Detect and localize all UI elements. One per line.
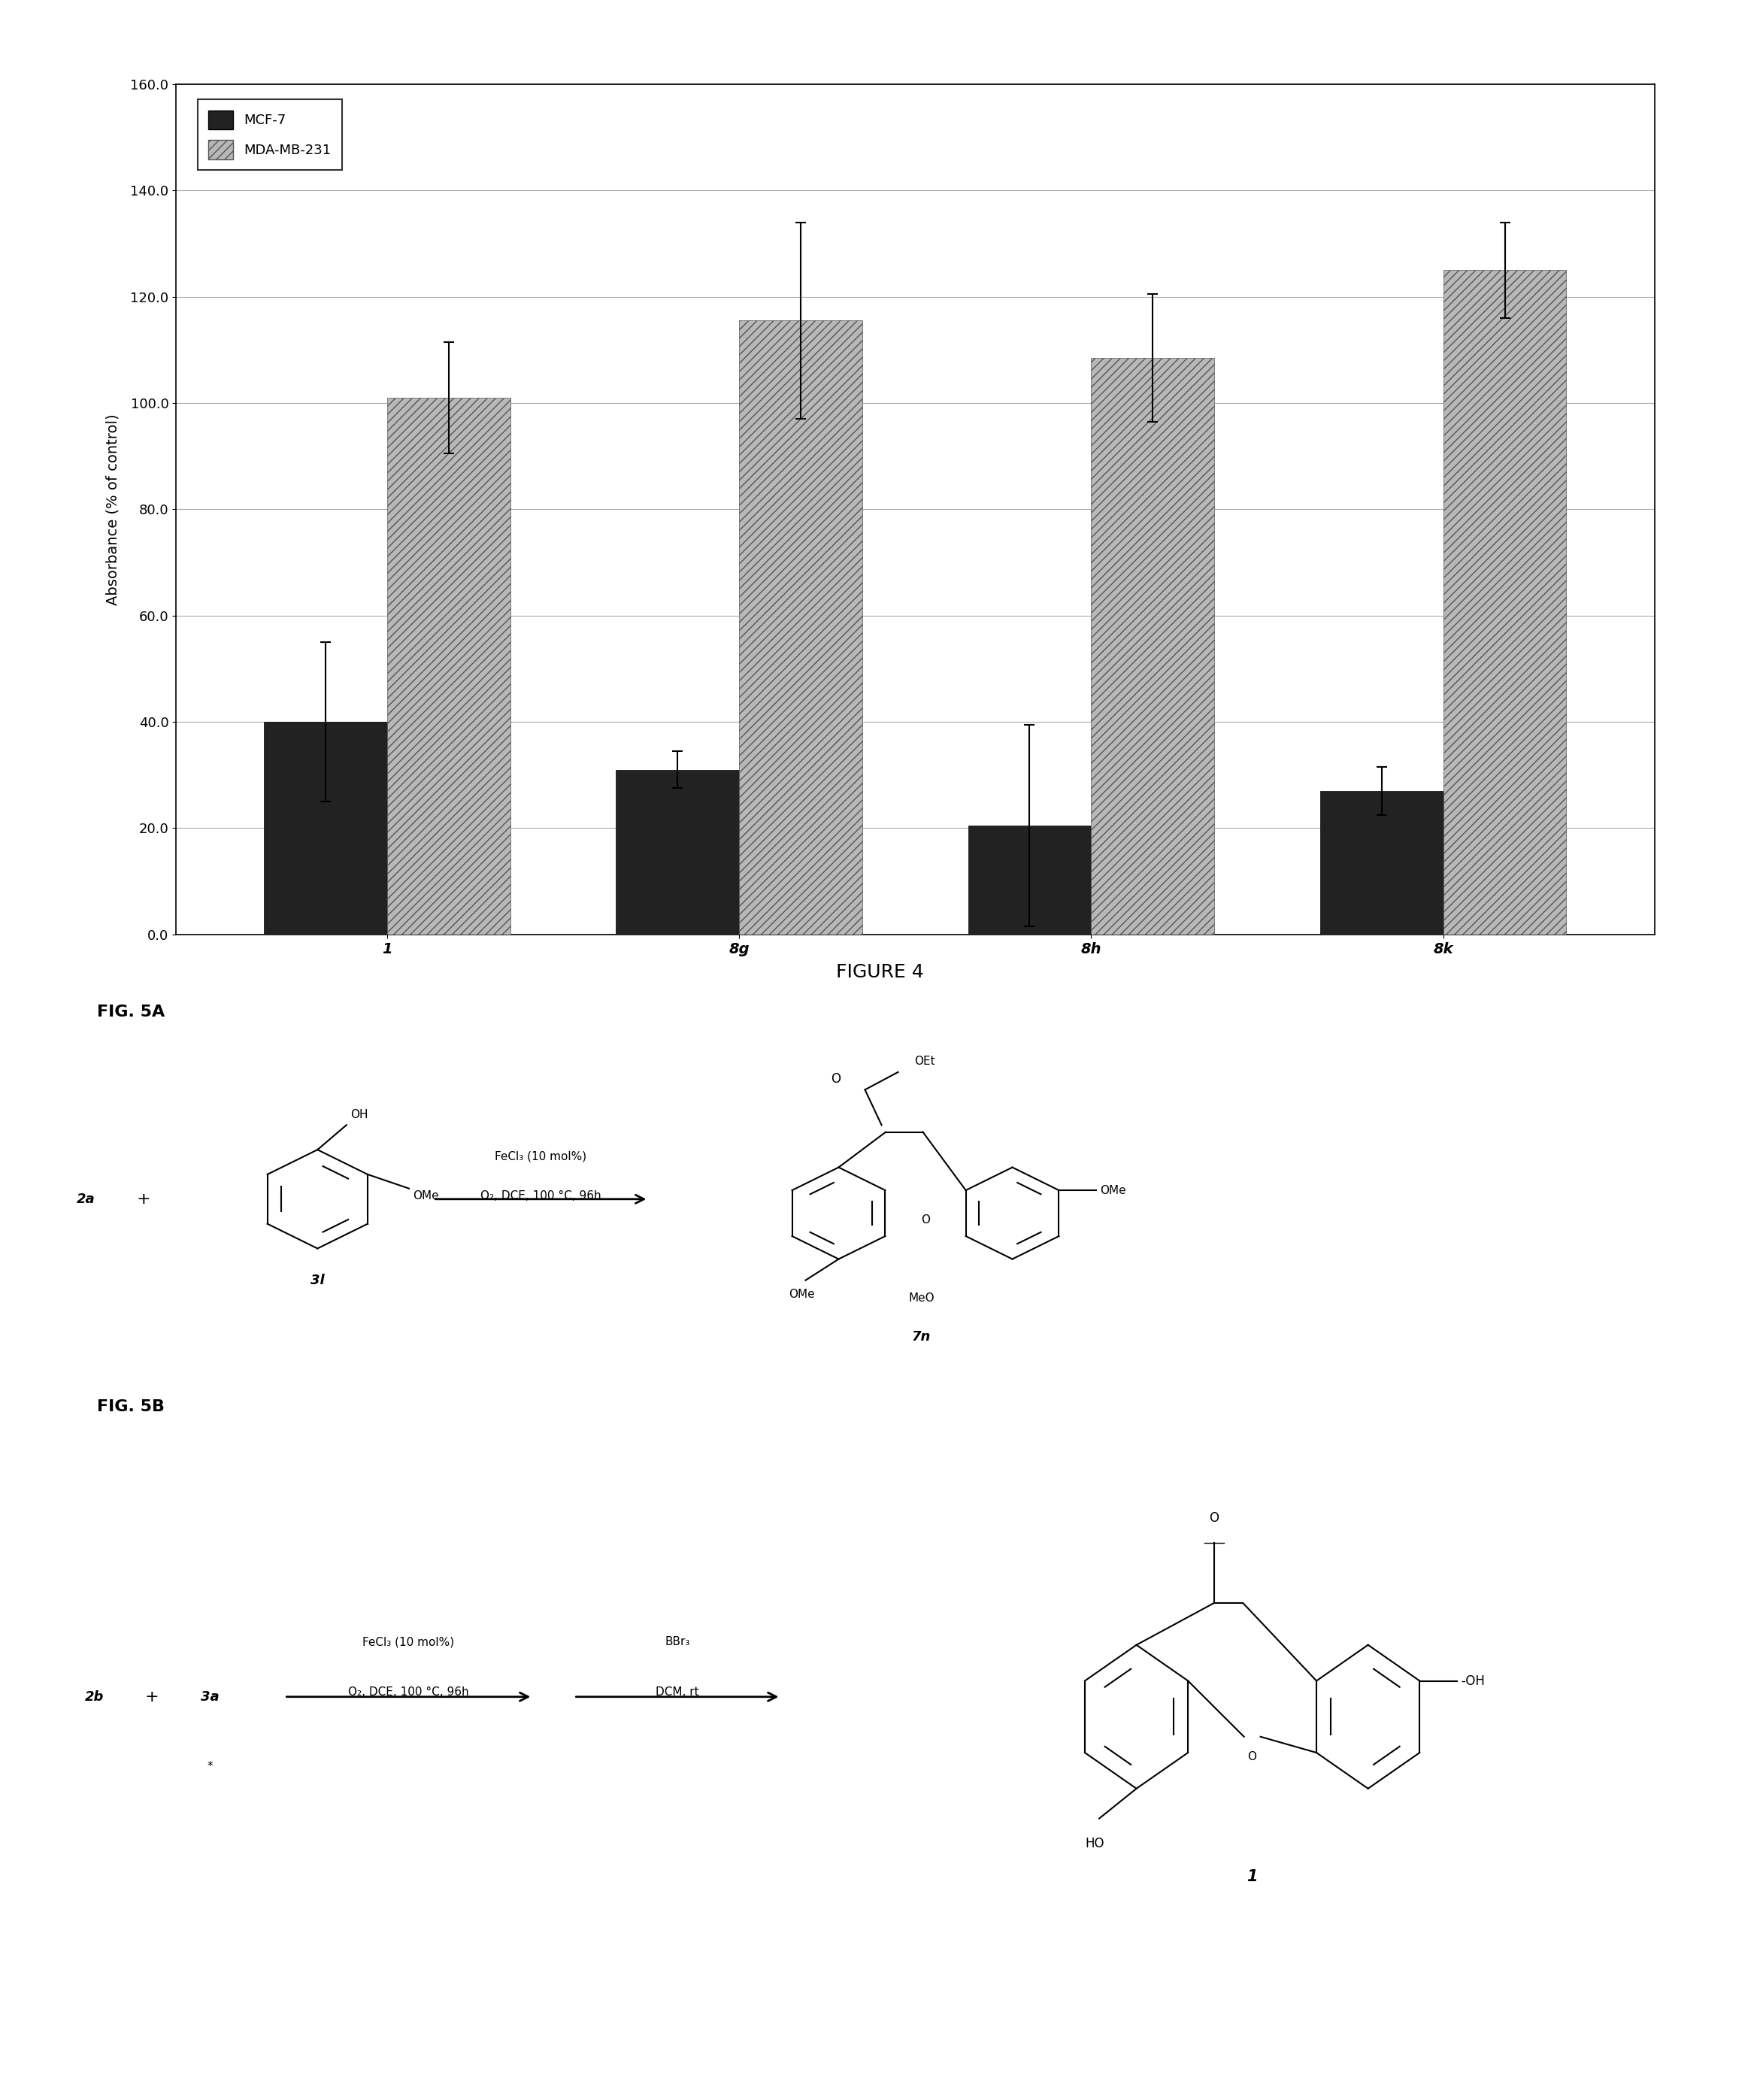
Text: 2a: 2a xyxy=(77,1193,95,1205)
Text: +: + xyxy=(137,1191,151,1207)
Bar xyxy=(739,321,862,935)
Text: +: + xyxy=(144,1688,158,1705)
Text: OEt: OEt xyxy=(915,1056,935,1067)
Text: FeCl₃ (10 mol%): FeCl₃ (10 mol%) xyxy=(363,1636,454,1648)
Text: HO: HO xyxy=(1086,1838,1105,1850)
Text: O: O xyxy=(1209,1512,1220,1525)
Bar xyxy=(1320,792,1443,934)
Text: OH: OH xyxy=(350,1109,368,1119)
Bar xyxy=(387,397,510,934)
Text: 7n: 7n xyxy=(912,1329,931,1344)
Text: *: * xyxy=(208,1762,213,1772)
Text: FIG. 5A: FIG. 5A xyxy=(97,1004,165,1021)
Text: DCM, rt: DCM, rt xyxy=(656,1686,699,1697)
Bar xyxy=(968,825,1091,934)
Bar xyxy=(616,771,739,934)
Text: 1: 1 xyxy=(1246,1869,1258,1884)
Text: OMe: OMe xyxy=(788,1289,815,1300)
Text: MeO: MeO xyxy=(908,1291,935,1304)
Text: OMe: OMe xyxy=(1100,1184,1126,1195)
Text: FIG. 5B: FIG. 5B xyxy=(97,1399,164,1415)
Text: O₂, DCE, 100 °C, 96h: O₂, DCE, 100 °C, 96h xyxy=(348,1686,468,1697)
Text: OMe: OMe xyxy=(414,1191,440,1201)
Text: FIGURE 4: FIGURE 4 xyxy=(836,964,924,981)
Text: 3l: 3l xyxy=(310,1273,324,1287)
Text: O₂, DCE, 100 °C, 96h: O₂, DCE, 100 °C, 96h xyxy=(480,1191,602,1201)
Text: -OH: -OH xyxy=(1461,1674,1485,1688)
Text: FeCl₃ (10 mol%): FeCl₃ (10 mol%) xyxy=(495,1151,586,1163)
Text: BBr₃: BBr₃ xyxy=(665,1636,690,1648)
Text: 3a: 3a xyxy=(201,1690,220,1703)
Bar xyxy=(1443,271,1566,934)
Y-axis label: Absorbance (% of control): Absorbance (% of control) xyxy=(106,414,120,605)
Text: 2b: 2b xyxy=(84,1690,104,1703)
Bar xyxy=(264,722,387,934)
Legend: MCF-7, MDA-MB-231: MCF-7, MDA-MB-231 xyxy=(197,99,341,170)
Text: O: O xyxy=(831,1073,841,1086)
Text: O: O xyxy=(1248,1751,1257,1762)
Bar xyxy=(1091,357,1214,935)
Text: O: O xyxy=(920,1214,929,1226)
